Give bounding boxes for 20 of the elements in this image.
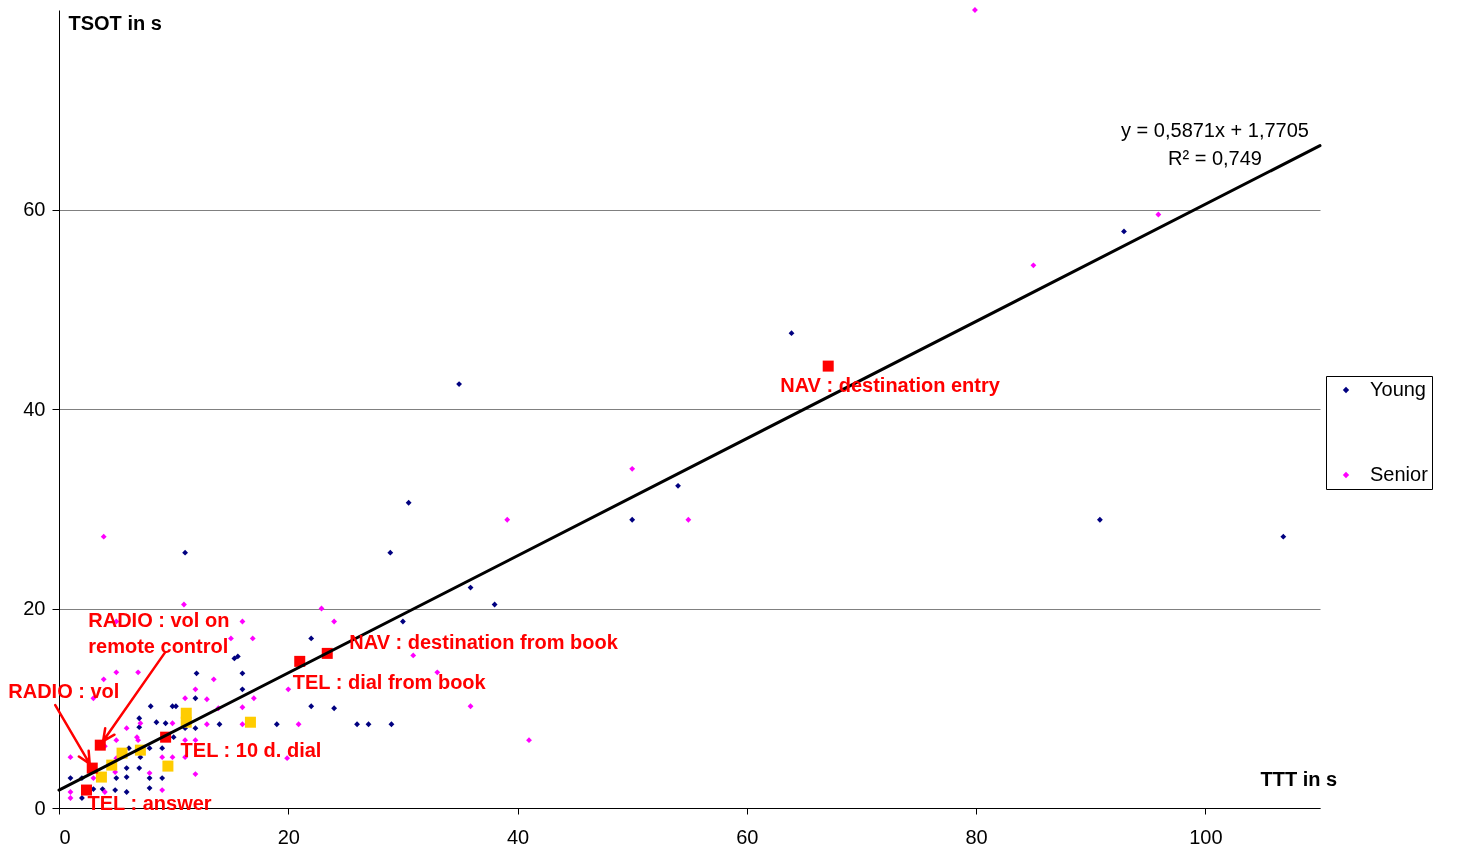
legend-label: Senior xyxy=(1370,463,1429,485)
x-tick-label: 40 xyxy=(506,825,530,848)
y-tick-label: 20 xyxy=(23,597,46,619)
x-tick-label: 20 xyxy=(277,825,300,848)
x-tick-label: 0 xyxy=(59,825,71,848)
annotation: TEL : 10 d. dial xyxy=(180,739,322,762)
y-axis-title: TSOT in s xyxy=(68,11,162,34)
x-tick-label: 100 xyxy=(1189,825,1223,848)
annotation: R² = 0,749 xyxy=(1168,147,1262,169)
x-tick-label: 60 xyxy=(736,825,759,848)
y-tick-label: 60 xyxy=(23,198,46,220)
y-tick-label: 0 xyxy=(34,796,46,819)
y-tick-label: 40 xyxy=(23,397,46,420)
x-axis-title: TTT in s xyxy=(1260,767,1338,790)
annotation: RADIO : vol on remote control xyxy=(88,609,230,658)
x-tick-label: 80 xyxy=(965,825,988,848)
annotation: NAV : destination from book xyxy=(349,631,619,654)
annotation: y = 0,5871x + 1,7705 xyxy=(1121,119,1309,141)
legend-label: Young xyxy=(1370,378,1426,400)
annotation: TEL : dial from book xyxy=(292,671,487,694)
